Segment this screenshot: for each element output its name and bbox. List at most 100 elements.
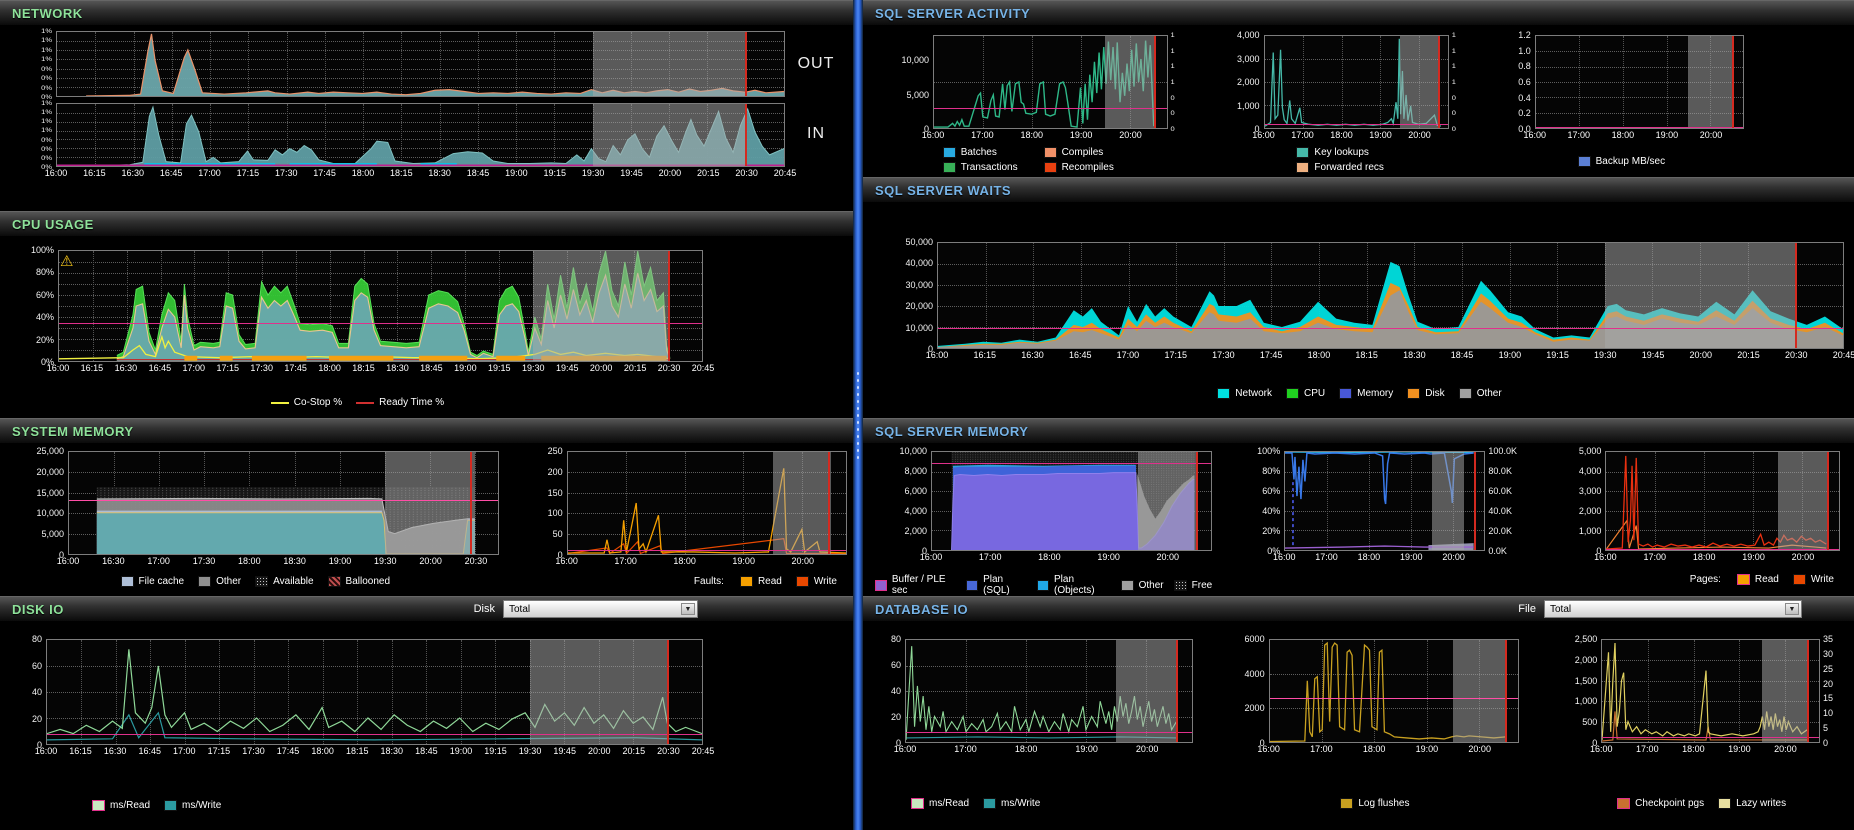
legend-swatch-icon: [1458, 388, 1472, 399]
legend-item: Other: [1458, 388, 1502, 399]
chart-plot[interactable]: [1263, 35, 1449, 129]
legend-item: Co-Stop %: [270, 397, 342, 408]
time-selection-region[interactable]: [1137, 452, 1197, 550]
time-selection-region[interactable]: [532, 251, 668, 361]
chart-plot[interactable]: [1284, 451, 1486, 551]
axis-labels: 10,000 8,000 6,000 4,000 2,000 0: [899, 446, 927, 556]
axis-labels: 100.0K 80.0K 60.0K 40.0K 20.0K 0.0K: [1488, 446, 1517, 556]
chart-plot[interactable]: [937, 242, 1844, 349]
chart-plot[interactable]: [566, 451, 847, 555]
legend-item: Plan (Objects): [1037, 574, 1110, 596]
axis-labels: 35 30 25 20 15 10 5 0: [1822, 634, 1833, 748]
chart-plot[interactable]: [46, 639, 703, 745]
time-selection-region[interactable]: [592, 32, 746, 96]
axis-labels: 80 60 40 20 0: [31, 634, 42, 750]
time-axis-labels: 16:00 17:00 18:00 19:00 20:00: [1594, 552, 1815, 562]
diskio-legend: ms/Read ms/Write: [12, 800, 703, 811]
panel-title-sysmem: SYSTEM MEMORY: [12, 423, 134, 439]
time-selection-region[interactable]: [772, 452, 832, 554]
legend-label: Read: [1754, 574, 1779, 585]
chart-plot[interactable]: [56, 103, 785, 167]
legend-swatch-icon: [983, 798, 997, 809]
threshold-line: [47, 733, 702, 735]
time-selection-region[interactable]: [529, 640, 668, 744]
chart-plot[interactable]: [1605, 451, 1840, 551]
time-selection-region[interactable]: [1761, 640, 1808, 742]
threshold-line: [1269, 698, 1519, 700]
panel-sqlmem: SQL SERVER MEMORY 10,000 8,000 6,000 4,000 2…: [863, 418, 1854, 596]
chart-plot[interactable]: [58, 250, 703, 362]
time-selection-region[interactable]: [1452, 640, 1506, 742]
current-time-cursor: [1438, 36, 1441, 128]
legend-item: Write: [795, 576, 837, 587]
network-out-label: OUT: [797, 55, 835, 72]
chart-plot[interactable]: [1601, 639, 1820, 743]
time-selection-region[interactable]: [1399, 36, 1439, 128]
threshold-line: [59, 323, 702, 325]
time-selection-region[interactable]: [1116, 640, 1177, 742]
panel-waits-header: SQL SERVER WAITS: [863, 177, 1854, 202]
column-splitter[interactable]: [853, 0, 863, 830]
disk-label: Disk: [473, 603, 495, 615]
legend-swatch-icon: [1043, 147, 1057, 158]
time-selection-region[interactable]: [1105, 36, 1155, 128]
time-selection-region[interactable]: [1432, 452, 1465, 550]
current-time-cursor: [1795, 243, 1798, 348]
chart-plot[interactable]: [56, 31, 785, 97]
time-selection-region[interactable]: [592, 104, 746, 166]
dbio2-legend: Log flushes: [1231, 798, 1520, 809]
axis-labels: 50,000 40,000 30,000 20,000 10,000 0: [905, 237, 933, 354]
threshold-line: [938, 328, 1843, 330]
time-axis-labels: 16:00 16:15 16:30 16:45 17:00 17:15 17:30 17:45…: [46, 363, 715, 373]
time-selection-region[interactable]: [384, 452, 475, 554]
threshold-line: [934, 107, 1167, 109]
left-column: NETWORK 1% 1% 1% 1% 0% 0% 0% 0% OUT 1% 1% 1% 1% 0% 0…: [0, 0, 853, 830]
axis-labels: 1% 1% 1% 1% 0% 0% 0% 0%: [41, 99, 52, 171]
legend-item: Lazy writes: [1718, 798, 1786, 809]
legend-item: Log flushes: [1340, 798, 1410, 809]
time-axis-labels: 16:00 16:30 17:00 17:30 18:00 18:30 19:00 19:30…: [56, 556, 488, 566]
legend-item: Free: [1173, 579, 1212, 591]
system-memory-chart: 25,000 20,000 15,000 10,000 5,000 0 16:00 16:30…: [12, 446, 499, 568]
legend-swatch-icon: [739, 576, 753, 587]
chart-plot[interactable]: [931, 451, 1213, 551]
chart-plot[interactable]: [933, 35, 1168, 129]
legend-swatch-icon: [198, 576, 212, 587]
chart-plot[interactable]: [1534, 35, 1744, 129]
panel-network-header: NETWORK: [0, 0, 853, 25]
faults-legend: Faults: Read Write: [523, 576, 847, 587]
legend-label: Key lookups: [1314, 147, 1369, 158]
legend-swatch-icon: [164, 800, 178, 811]
panel-waits: SQL SERVER WAITS 50,000 40,000 30,000 20,00…: [863, 177, 1854, 418]
legend-swatch-icon: [1173, 579, 1187, 591]
legend-item: Buffer / PLE sec: [875, 574, 956, 596]
legend-swatch-icon: [1120, 579, 1134, 591]
sql-activity-lookups-chart: 4,000 3,000 2,000 1,000 0 1 1 1 1 0 0 0 16:00 17:00 18…: [1218, 30, 1463, 142]
current-time-cursor: [667, 640, 670, 744]
legend-label: Lazy writes: [1736, 798, 1787, 809]
panel-cpu: CPU USAGE ⚠ 100% 80% 60% 40% 20% 0% 16:00 16:15…: [0, 211, 853, 418]
time-selection-region[interactable]: [1604, 243, 1796, 348]
axis-labels: 2,500 2,000 1,500 1,000 500 0: [1574, 634, 1598, 748]
pages-legend: Pages: Read Write: [1561, 574, 1840, 585]
panel-title-sqlmem: SQL SERVER MEMORY: [875, 423, 1029, 439]
axis-labels: 100% 80% 60% 40% 20% 0%: [30, 245, 54, 367]
legend-swatch-icon: [966, 579, 979, 591]
current-time-cursor: [1176, 640, 1179, 742]
legend-item: Memory: [1339, 388, 1393, 399]
axis-labels: 100% 80% 60% 40% 20% 0%: [1257, 446, 1281, 556]
legend-item: Other: [1120, 579, 1164, 591]
cpu-usage-chart: 100% 80% 60% 40% 20% 0% 16:00 16:15 16:30 16:45 17…: [12, 245, 715, 375]
legend-swatch-icon: [1407, 388, 1421, 399]
legend-swatch-icon: [911, 798, 924, 809]
disk-dropdown[interactable]: Total ▼: [503, 600, 698, 618]
chart-plot[interactable]: [68, 451, 499, 555]
time-selection-region[interactable]: [1688, 36, 1732, 128]
time-selection-region[interactable]: [1777, 452, 1827, 550]
legend-swatch-icon: [327, 576, 341, 587]
axis-labels: 25,000 20,000 15,000 10,000 5,000 0: [36, 446, 64, 560]
file-dropdown[interactable]: Total ▼: [1544, 600, 1802, 618]
chart-plot[interactable]: [905, 639, 1193, 743]
panel-dbio-header: DATABASE IO File Total ▼: [863, 596, 1854, 621]
chart-plot[interactable]: [1268, 639, 1520, 743]
